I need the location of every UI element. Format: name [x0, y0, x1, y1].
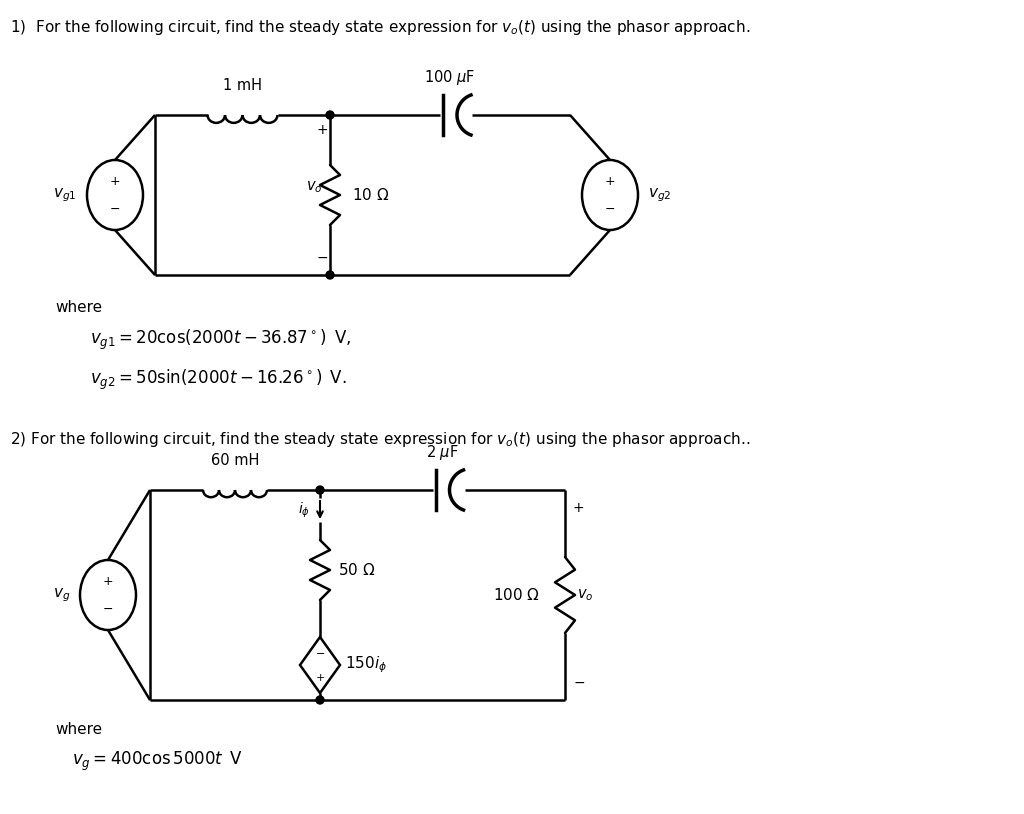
Text: 50 $\Omega$: 50 $\Omega$ [338, 562, 376, 578]
Text: $v_o$: $v_o$ [577, 587, 594, 603]
Text: +: + [316, 123, 328, 137]
Text: $v_{g1}$: $v_{g1}$ [53, 186, 77, 204]
Text: +: + [102, 575, 114, 589]
Text: $-$: $-$ [110, 202, 121, 215]
Circle shape [326, 271, 334, 279]
Text: 10 $\Omega$: 10 $\Omega$ [352, 187, 389, 203]
Text: $v_o$: $v_o$ [305, 179, 322, 195]
Text: where: where [55, 722, 102, 737]
Text: $v_{g2}$: $v_{g2}$ [648, 186, 672, 204]
Circle shape [316, 696, 324, 704]
Circle shape [316, 486, 324, 494]
Text: $-$: $-$ [316, 250, 328, 264]
Text: 150$i_\phi$: 150$i_\phi$ [345, 654, 387, 676]
Text: $v_{g2} = 50\sin(2000t - 16.26^\circ)\,$ V.: $v_{g2} = 50\sin(2000t - 16.26^\circ)\,$… [90, 368, 347, 392]
Text: +: + [573, 501, 585, 515]
Text: $-$: $-$ [315, 647, 325, 658]
Text: $i_\phi$: $i_\phi$ [298, 501, 310, 519]
Text: $v_g = 400\cos5000t\,$ V: $v_g = 400\cos5000t\,$ V [72, 750, 243, 773]
Text: 60 mH: 60 mH [211, 453, 259, 468]
Text: +: + [315, 672, 325, 683]
Text: $-$: $-$ [604, 202, 615, 215]
Text: +: + [110, 175, 120, 188]
Text: 1)  For the following circuit, find the steady state expression for $v_o(t)$ usi: 1) For the following circuit, find the s… [10, 18, 751, 37]
Text: $v_g$: $v_g$ [52, 586, 70, 604]
Text: +: + [605, 175, 615, 188]
Circle shape [326, 111, 334, 119]
Text: 1 mH: 1 mH [223, 78, 262, 93]
Text: $-$: $-$ [102, 602, 114, 615]
Text: 2) For the following circuit, find the steady state expression for $v_o(t)$ usin: 2) For the following circuit, find the s… [10, 430, 751, 449]
Text: 2 $\mu$F: 2 $\mu$F [426, 443, 459, 462]
Text: 100 $\mu$F: 100 $\mu$F [424, 68, 476, 87]
Text: $v_{g1} = 20\cos(2000t - 36.87^\circ)\,$ V,: $v_{g1} = 20\cos(2000t - 36.87^\circ)\,$… [90, 328, 351, 352]
Text: 100 $\Omega$: 100 $\Omega$ [493, 587, 540, 603]
Text: $-$: $-$ [573, 675, 585, 689]
Text: where: where [55, 300, 102, 315]
